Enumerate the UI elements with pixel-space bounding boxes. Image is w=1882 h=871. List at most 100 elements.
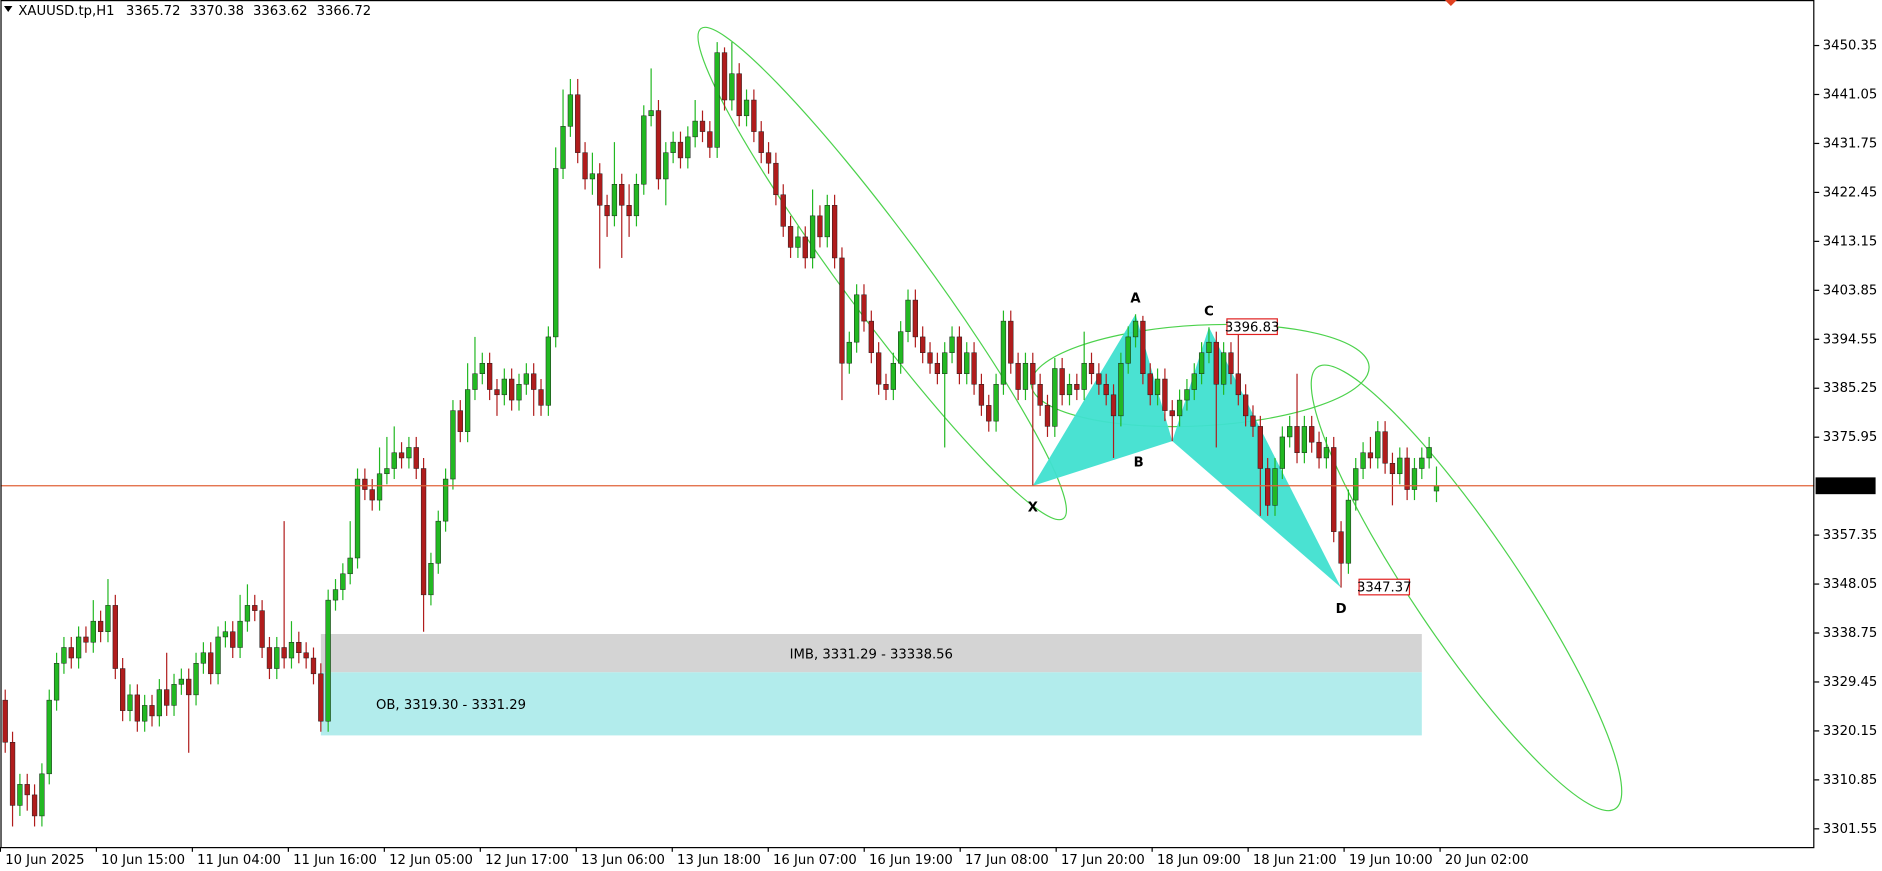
candle-body xyxy=(1411,468,1418,490)
candle-body xyxy=(420,468,427,596)
symbol: XAUUSD.tp,H1 xyxy=(18,4,114,19)
header: XAUUSD.tp,H1 3365.72 3370.38 3363.62 336… xyxy=(18,4,371,19)
candle-body xyxy=(384,468,390,475)
candle-body xyxy=(560,126,566,169)
candle-body xyxy=(736,73,742,117)
pattern-label: X xyxy=(1028,500,1038,515)
candle-body xyxy=(1353,468,1359,501)
candle-body xyxy=(120,668,126,711)
x-tick-label: 10 Jun 15:00 xyxy=(101,853,185,868)
x-tick-label: 19 Jun 10:00 xyxy=(1349,853,1433,868)
candle-body xyxy=(1037,384,1043,406)
candle-body xyxy=(920,336,926,353)
candle-body xyxy=(780,194,786,227)
candle-body xyxy=(1419,457,1425,469)
candle-body xyxy=(509,378,515,401)
candle-body xyxy=(1257,426,1263,469)
candle-body xyxy=(1162,378,1168,411)
candle-body xyxy=(868,320,874,353)
overlay: X A B C 3396.83 D 3347.37 3366.72 xyxy=(0,292,1876,617)
candle-body xyxy=(876,352,882,385)
y-tick-label: 3320.15 xyxy=(1823,724,1878,739)
candle-body xyxy=(1323,447,1330,459)
y-tick-label: 3394.55 xyxy=(1823,332,1878,347)
candle-body xyxy=(1154,378,1161,396)
y-tick-label: 3450.35 xyxy=(1823,39,1878,54)
candle-body xyxy=(369,489,375,501)
candle-body xyxy=(1272,468,1278,506)
candle-body xyxy=(325,599,331,722)
candle-body xyxy=(641,115,647,185)
candle-body xyxy=(611,184,618,217)
candle-body xyxy=(244,605,251,622)
candle-body xyxy=(127,694,133,711)
candle-body xyxy=(993,384,999,422)
price-tag-label: 3366.72 xyxy=(1820,479,1875,494)
candle-body xyxy=(1206,341,1212,353)
candle-body xyxy=(413,447,419,469)
candle-body xyxy=(942,352,948,374)
candle-body xyxy=(1052,368,1058,427)
candle-body xyxy=(310,657,317,675)
pattern-triangle xyxy=(1032,314,1173,486)
candle-body xyxy=(1022,362,1029,390)
candle-body xyxy=(134,694,140,722)
candle-body xyxy=(986,405,992,422)
candle-body xyxy=(1132,320,1139,338)
candle-body xyxy=(193,663,199,696)
candle-body xyxy=(978,384,985,406)
x-tick-label: 18 Jun 21:00 xyxy=(1253,853,1337,868)
candle-body xyxy=(1338,531,1344,564)
candle-body xyxy=(567,94,574,127)
candle-body xyxy=(1147,373,1153,396)
candle-body xyxy=(450,410,456,480)
candle-body xyxy=(1030,362,1036,385)
candle-body xyxy=(1184,389,1190,401)
candle-body xyxy=(1309,426,1315,443)
candle-body xyxy=(340,573,346,590)
candle-body xyxy=(1397,457,1403,475)
candle-body xyxy=(1213,341,1219,385)
candle-body xyxy=(905,299,911,332)
candle-body xyxy=(765,152,772,164)
candle-body xyxy=(795,236,801,248)
y-tick-label: 3385.25 xyxy=(1823,381,1878,396)
y-tick-label: 3348.05 xyxy=(1823,577,1878,592)
zones: IMB, 3331.29 - 33338.56 OB, 3319.30 - 333… xyxy=(320,634,1422,736)
candle-body xyxy=(222,631,229,638)
candle-body xyxy=(200,652,207,664)
candle-body xyxy=(1008,320,1014,364)
zone-label: IMB, 3331.29 - 33338.56 xyxy=(790,647,953,662)
candle-body xyxy=(589,173,596,180)
pattern-triangle xyxy=(1172,327,1342,588)
candle-body xyxy=(809,215,816,259)
candle-body xyxy=(663,152,669,180)
candle-body xyxy=(1000,320,1007,385)
x-tick-label: 16 Jun 19:00 xyxy=(869,853,953,868)
y-tick-label: 3403.85 xyxy=(1823,283,1878,298)
candle-body xyxy=(494,389,500,396)
candle-body xyxy=(853,294,860,343)
candle-body xyxy=(729,73,735,101)
candle-body xyxy=(281,647,287,659)
candle-body xyxy=(1294,426,1300,453)
price-label: 3396.83 xyxy=(1225,320,1280,335)
candle-body xyxy=(802,236,808,259)
candle-body xyxy=(898,331,904,364)
x-tick-label: 18 Jun 09:00 xyxy=(1157,853,1241,868)
price-label-box xyxy=(1358,578,1411,596)
pattern-label: B xyxy=(1134,456,1144,471)
candle-body xyxy=(1125,336,1131,364)
candle-body xyxy=(619,184,625,206)
candle-body xyxy=(457,410,463,432)
candle-body xyxy=(553,168,559,338)
candle-body xyxy=(1360,452,1366,469)
candle-body xyxy=(252,605,258,611)
x-tick-label: 17 Jun 08:00 xyxy=(965,853,1049,868)
y-tick-label: 3431.75 xyxy=(1823,136,1878,151)
pattern-label: C xyxy=(1204,305,1214,320)
x-tick-label: 12 Jun 05:00 xyxy=(389,853,473,868)
candle-body xyxy=(582,152,588,180)
candle-body xyxy=(17,784,23,806)
